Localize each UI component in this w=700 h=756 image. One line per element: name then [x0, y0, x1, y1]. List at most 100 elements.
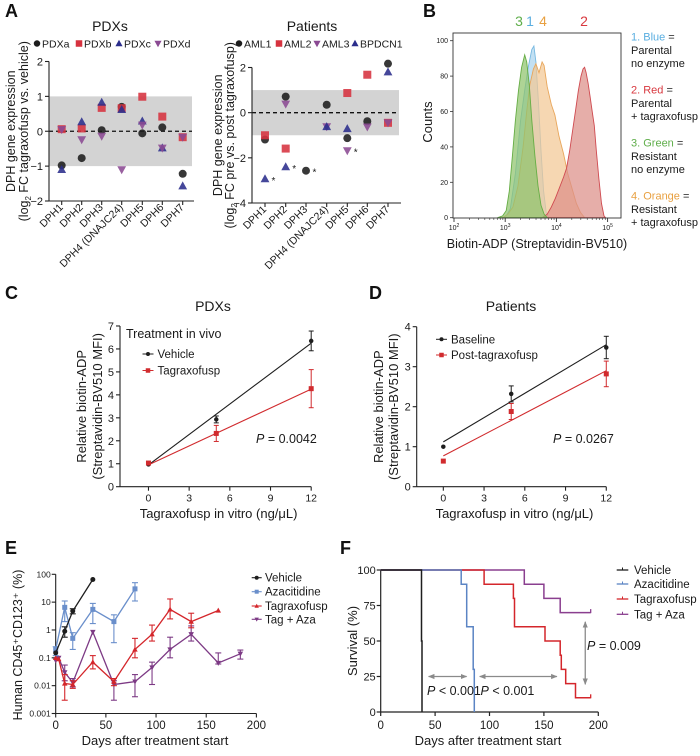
label-subscript: 2: [24, 196, 33, 201]
series-vehicle: [146, 330, 314, 467]
data-point: [132, 586, 138, 592]
tick-base: 10: [449, 225, 457, 232]
y-tick-label: 0: [444, 215, 448, 222]
legend-key: 1. Blue =: [631, 32, 675, 44]
p-value-annotation: P < 0.001: [481, 684, 535, 698]
peak-label-2: 2: [580, 13, 588, 29]
legend-label: AML2: [284, 39, 312, 51]
p-value: = 0.009: [595, 639, 641, 653]
y-tick-label: 0.01: [34, 681, 51, 691]
data-point-aml1: [363, 117, 372, 126]
legend-item-tagraxofusp: Tagraxofusp: [142, 366, 220, 378]
legend-item-pdxd: PDXd: [154, 39, 191, 51]
data-point-pdxa: [77, 154, 86, 163]
x-tick-label: 100: [146, 720, 165, 732]
label-subscript: 2: [230, 203, 239, 208]
legend-label: Tag + Aza: [634, 609, 685, 621]
y-tick-label: 2: [405, 402, 411, 414]
panel-letter-c: C: [5, 283, 18, 303]
p-value-annotation: P = 0.0042: [256, 432, 317, 446]
data-point-pdxc: [57, 165, 67, 174]
y-tick-label: 6: [108, 344, 114, 356]
chart-title: Patients: [486, 298, 537, 314]
legend-label: Tagraxofusp: [634, 594, 697, 606]
legend-description: Resistant: [631, 151, 677, 163]
tick-exponent: 4: [559, 223, 562, 229]
tick-base: 10: [551, 225, 559, 232]
legend: PDXa PDXb PDXc PDXd: [33, 39, 191, 51]
panel-letter-d: D: [369, 283, 382, 303]
legend-equals: =: [665, 32, 674, 44]
x-axis-label: Tagraxofusp in vitro (ng/μL): [140, 506, 298, 521]
series-tagraxofusp: [145, 369, 314, 466]
series-tagraxofusp: [52, 598, 222, 701]
y-tick-label: 0: [240, 108, 246, 120]
legend-label: BPDCN1: [360, 39, 403, 51]
legend: AML1 AML2 AML3 BPDCN1: [235, 39, 403, 51]
data-point-pdxc: [117, 105, 127, 114]
data-point: [90, 606, 96, 612]
legend-description: + tagraxofusp: [631, 111, 698, 123]
circle-marker-icon: [439, 337, 444, 342]
square-marker-icon: [145, 368, 151, 373]
histogram-green: [497, 53, 549, 219]
regression-line: [148, 388, 312, 466]
series-vehicle: [53, 577, 96, 656]
p-value: = 0.0267: [561, 432, 614, 446]
y-tick-label: 4: [405, 322, 411, 334]
y-tick-label: 75: [363, 601, 375, 613]
legend-item-aml2: AML2: [275, 39, 312, 51]
y-tick-label: 4: [108, 390, 114, 402]
legend-item-pdxb: PDXb: [75, 39, 112, 51]
triangle-marker-icon: [115, 39, 123, 47]
tick-base: 10: [500, 225, 508, 232]
tick-exponent: 3: [508, 223, 511, 229]
x-tick-label: 150: [534, 720, 553, 732]
data-point-aml3: [383, 119, 393, 128]
legend-equals: =: [663, 85, 672, 97]
legend-item-bpdcn1: BPDCN1: [351, 39, 403, 51]
x-axis-label: Tagraxofusp in vitro (ng/μL): [436, 506, 594, 521]
y-tick-label: −2: [233, 153, 246, 165]
legend-label: AML3: [322, 39, 350, 51]
legend-description: Resistant: [631, 204, 677, 216]
data-point: [308, 338, 314, 344]
data-point-pdxa: [178, 169, 187, 178]
triangle-down-marker-icon: [154, 40, 162, 48]
data-point-pdxd: [57, 126, 67, 135]
y-tick-label: −4: [233, 198, 246, 210]
data-point: [53, 650, 59, 656]
data-point-pdxb: [158, 112, 167, 121]
data-point: [111, 678, 117, 684]
series-line: [55, 630, 241, 686]
square-marker-icon: [254, 589, 259, 594]
data-point-pdxd: [77, 136, 87, 145]
data-point-pdxd: [117, 166, 127, 175]
y-tick-label: 10: [41, 597, 51, 607]
series-baseline: [441, 335, 609, 449]
x-tick-label: 6: [227, 493, 233, 505]
panel-letter-b: B: [423, 1, 436, 21]
square-marker-icon: [75, 40, 83, 47]
legend-item-aml1: AML1: [235, 39, 272, 51]
y-tick-label: 0: [370, 707, 376, 719]
data-point-pdxc: [77, 117, 87, 126]
p-value: < 0.001: [489, 684, 535, 698]
data-point: [167, 647, 173, 653]
legend-key: 4. Orange =: [631, 191, 689, 203]
legend: Baseline Post-tagraxofusp: [436, 334, 538, 362]
legend-label: Baseline: [451, 334, 495, 346]
triangle-down-marker-icon: [254, 617, 259, 622]
legend-key: 3. Green =: [631, 138, 683, 150]
y-tick-label: 100: [436, 38, 448, 45]
legend-label: Azacitidine: [634, 579, 690, 591]
legend-label: Post-tagraxofusp: [451, 350, 538, 362]
y-tick-label: 1: [46, 625, 51, 635]
data-point: [52, 654, 59, 660]
y-tick-label: 20: [440, 180, 448, 187]
data-point-aml1: [302, 166, 310, 175]
y-tick-label: 0: [405, 482, 411, 494]
